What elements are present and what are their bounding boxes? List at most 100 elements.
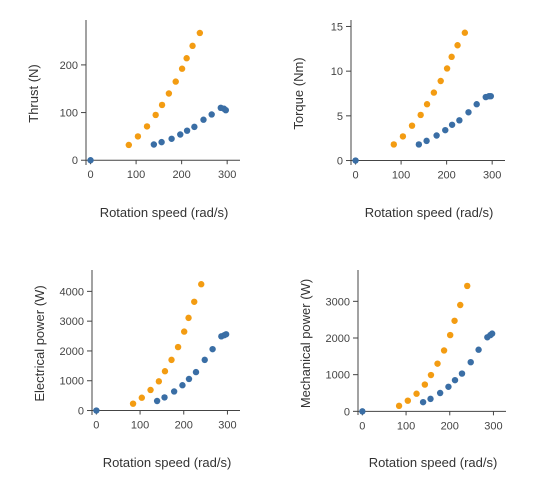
electrical-power-chart-panel: 0 1000 2000 3000 4000 0 100 200 300 Rotation spee… xyxy=(32,270,240,470)
torque-series-2-point xyxy=(415,141,423,148)
thrust-series-1-point xyxy=(172,78,179,85)
thrust-series-2-point xyxy=(200,116,207,123)
electrical-power-series-2-point xyxy=(201,356,208,364)
electrical-power-series-2-point xyxy=(192,368,200,376)
electrical-power-series-2-point xyxy=(209,345,216,353)
electrical-power-series-1-point xyxy=(147,386,154,394)
thrust-series-2-point xyxy=(150,141,158,148)
mechanical-power-series-2-point xyxy=(419,398,427,406)
electrical-power-x-tick-label: 200 xyxy=(175,420,193,432)
thrust-series-1-point xyxy=(183,55,190,62)
torque-series-1-point xyxy=(408,122,416,129)
torque-series-1-point xyxy=(461,29,469,36)
mechanical-power-series-2-point xyxy=(427,395,434,403)
torque-series-1-point xyxy=(399,133,407,140)
torque-x-tick-label: 200 xyxy=(437,170,455,182)
electrical-power-y-tick-label: 0 xyxy=(78,406,84,418)
torque-series-2-point xyxy=(465,109,472,116)
electrical-power-series-1-point xyxy=(161,368,169,375)
torque-series-2-point xyxy=(473,101,480,108)
thrust-y-axis-title: Thrust (N) xyxy=(26,64,41,123)
thrust-y-tick-label: 200 xyxy=(60,60,78,72)
electrical-power-series-1-point xyxy=(155,378,163,385)
mechanical-power-y-tick-label: 0 xyxy=(344,406,350,418)
thrust-series-2-point xyxy=(87,157,94,164)
electrical-power-x-tick-label: 300 xyxy=(218,420,236,432)
electrical-power-y-tick-label: 2000 xyxy=(60,346,84,358)
thrust-series-2-point xyxy=(208,111,215,118)
torque-series-2-point xyxy=(487,92,495,100)
thrust-x-tick-label: 300 xyxy=(218,169,236,181)
torque-y-axis-title: Torque (Nm) xyxy=(291,57,306,129)
mechanical-power-x-tick-label: 0 xyxy=(359,420,365,432)
electrical-power-series-1-point xyxy=(180,328,188,335)
mechanical-power-series-2-point xyxy=(488,330,496,337)
mechanical-power-y-tick-label: 3000 xyxy=(326,296,350,308)
mechanical-power-series-1-point xyxy=(413,390,420,397)
electrical-power-series-1-point xyxy=(138,394,146,401)
mechanical-power-x-tick-label: 100 xyxy=(397,420,415,432)
electrical-power-series-1-point xyxy=(174,343,182,351)
thrust-series-1-point xyxy=(134,133,142,140)
torque-series-1-point xyxy=(448,53,455,61)
torque-series-2-point xyxy=(433,132,440,139)
torque-series-1-point xyxy=(390,141,398,148)
mechanical-power-series-1-point xyxy=(434,360,441,367)
electrical-power-y-tick-label: 3000 xyxy=(60,316,84,328)
torque-series-1-point xyxy=(417,111,424,119)
thrust-x-axis-title: Rotation speed (rad/s) xyxy=(100,205,229,220)
electrical-power-series-2-point xyxy=(93,407,100,414)
mechanical-power-x-tick-label: 200 xyxy=(441,420,459,432)
electrical-power-series-2-point xyxy=(161,394,168,401)
mechanical-power-x-axis-title: Rotation speed (rad/s) xyxy=(369,455,498,470)
electrical-power-x-tick-label: 100 xyxy=(131,420,149,432)
torque-chart-panel: 0 5 10 15 0 100 200 300 Rotation speed (rad/s) To… xyxy=(291,20,505,220)
thrust-series-1-point xyxy=(178,65,186,72)
torque-y-tick-label: 15 xyxy=(331,21,343,33)
mechanical-power-series-2-point xyxy=(445,383,452,390)
thrust-x-tick-label: 200 xyxy=(172,169,190,181)
torque-series-1-point xyxy=(454,42,461,49)
mechanical-power-chart-panel: 0 1000 2000 3000 0 100 200 300 Rotation speed (r… xyxy=(298,270,506,470)
mechanical-power-series-1-point xyxy=(446,331,454,339)
mechanical-power-series-1-point xyxy=(427,371,435,379)
electrical-power-series-2-point xyxy=(170,388,178,395)
thrust-series-2-point xyxy=(222,106,230,114)
mechanical-power-series-1-point xyxy=(451,317,458,324)
mechanical-power-y-axis-title: Mechanical power (W) xyxy=(298,279,313,408)
torque-series-1-point xyxy=(430,89,438,96)
thrust-series-1-point xyxy=(189,42,196,50)
thrust-chart-panel: 0 100 200 0 100 200 300 Rotation speed (rad/s) T… xyxy=(26,20,240,220)
electrical-power-x-axis-title: Rotation speed (rad/s) xyxy=(103,455,232,470)
mechanical-power-series-2-point xyxy=(458,370,466,377)
thrust-series-2-point xyxy=(168,135,175,142)
torque-series-2-point xyxy=(442,126,449,134)
torque-series-2-point xyxy=(448,121,456,128)
electrical-power-series-2-point xyxy=(179,382,186,389)
mechanical-power-x-tick-label: 300 xyxy=(484,420,502,432)
electrical-power-y-tick-label: 1000 xyxy=(60,376,84,388)
thrust-series-2-point xyxy=(177,131,184,138)
electrical-power-series-1-point xyxy=(168,356,175,364)
thrust-series-1-point xyxy=(152,111,159,119)
thrust-x-tick-label: 100 xyxy=(127,169,145,181)
thrust-y-tick-label: 100 xyxy=(60,108,78,120)
electrical-power-series-1-point xyxy=(129,400,137,407)
thrust-series-1-point xyxy=(165,90,173,97)
torque-x-tick-label: 100 xyxy=(392,170,410,182)
torque-x-axis-title: Rotation speed (rad/s) xyxy=(365,205,494,220)
thrust-x-tick-label: 0 xyxy=(87,169,93,181)
mechanical-power-y-tick-label: 1000 xyxy=(326,370,350,382)
mechanical-power-series-2-point xyxy=(467,359,474,366)
torque-series-1-point xyxy=(443,65,451,72)
thrust-series-1-point xyxy=(158,101,166,109)
electrical-power-y-tick-label: 4000 xyxy=(60,286,84,298)
torque-series-2-point xyxy=(352,157,359,164)
thrust-y-tick-label: 0 xyxy=(72,155,78,167)
mechanical-power-series-1-point xyxy=(395,402,403,410)
torque-y-tick-label: 0 xyxy=(337,156,343,168)
electrical-power-x-tick-label: 0 xyxy=(93,420,99,432)
mechanical-power-series-1-point xyxy=(440,347,448,354)
thrust-series-1-point xyxy=(125,141,133,149)
